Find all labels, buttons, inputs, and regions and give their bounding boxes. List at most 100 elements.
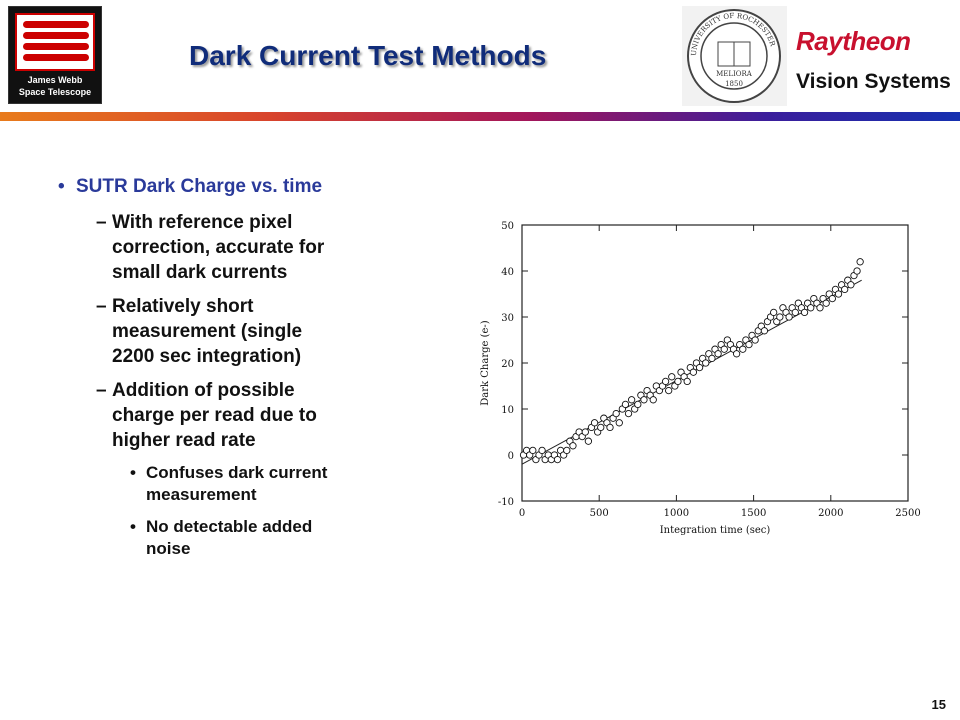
data-point (745, 340, 753, 349)
data-point (590, 419, 599, 427)
x-tick-label: 500 (590, 508, 609, 519)
y-tick-label: 40 (501, 267, 514, 278)
jwst-logo-line2: Space Telescope (18, 87, 92, 97)
data-point (538, 446, 546, 455)
data-point (770, 308, 778, 317)
sub-bullet: – With reference pixel correction, accur… (58, 210, 398, 285)
data-point (720, 345, 728, 353)
jwst-logo-line1: James Webb (27, 75, 83, 85)
y-tick-label: 10 (501, 405, 514, 416)
sub-bullet-line: Addition of possible (112, 380, 295, 401)
data-point (627, 396, 636, 404)
plot-border (521, 224, 909, 502)
data-point (615, 419, 623, 427)
data-point (760, 327, 769, 335)
x-tick-label: 0 (519, 508, 525, 519)
data-point (661, 377, 670, 386)
sub-sub-bullet-line: Confuses dark current (146, 463, 328, 482)
dash-marker: – (96, 212, 107, 233)
data-point (640, 396, 648, 404)
data-point (853, 267, 861, 275)
data-point (624, 409, 633, 418)
y-tick-label: 20 (501, 359, 514, 370)
sub-sub-bullet: • Confuses dark current measurement (58, 462, 398, 506)
y-axis-label: Dark Charge (e-) (480, 320, 491, 406)
data-point (689, 368, 698, 376)
sub-bullet: – Relatively short measurement (single 2… (58, 294, 398, 369)
y-tick-label: -10 (498, 497, 514, 508)
data-points (519, 258, 864, 464)
data-point (563, 446, 571, 455)
page-number: 15 (931, 697, 946, 712)
data-point (828, 294, 836, 303)
y-tick-label: 30 (501, 313, 514, 324)
university-seal: UNIVERSITY OF ROCHESTER MELIORA 1850 (682, 6, 787, 106)
jwst-logo: James Webb Space Telescope (8, 6, 102, 104)
data-point (695, 363, 704, 372)
data-point (822, 299, 830, 307)
data-point (621, 400, 630, 409)
sub-sub-bullet-line: No detectable added (146, 517, 313, 536)
sub-bullet-line: higher read rate (112, 430, 256, 451)
bullet-list: SUTR Dark Charge vs. time – With referen… (58, 176, 398, 570)
x-tick-label: 2000 (818, 508, 843, 519)
sub-bullet-line: Relatively short (112, 296, 254, 317)
data-point (606, 423, 614, 432)
sub-bullet-line: measurement (single (112, 321, 303, 342)
data-point (553, 455, 562, 464)
data-point (841, 285, 849, 294)
bullet-marker: • (130, 517, 136, 536)
data-point (702, 359, 710, 367)
dash-marker: – (96, 380, 107, 401)
x-axis: 0 500 1000 1500 2000 2500 (519, 225, 921, 519)
data-point (668, 373, 676, 381)
sub-bullet-line: small dark currents (112, 262, 288, 283)
sub-bullet-line: 2200 sec integration) (112, 346, 302, 367)
plot-frame (521, 224, 909, 502)
dark-charge-scatter-chart: -10 0 10 20 30 40 50 0 500 1000 1500 2000 2500 Inte… (480, 221, 921, 536)
raytheon-logo: Raytheon (796, 26, 911, 56)
data-point (634, 400, 642, 409)
data-point (665, 386, 673, 395)
data-point (847, 281, 855, 289)
data-point (791, 308, 799, 317)
bullet-marker: • (130, 463, 136, 482)
data-point (800, 308, 809, 317)
vision-systems-label: Vision Systems (796, 70, 951, 93)
data-point (597, 423, 605, 432)
jwst-logo-mark (15, 13, 95, 71)
data-point (834, 290, 843, 298)
data-point (649, 396, 657, 404)
data-point (674, 377, 682, 386)
sub-bullet-line: correction, accurate for (112, 237, 325, 258)
sub-sub-bullet: • No detectable added noise (58, 516, 398, 560)
data-point (816, 304, 824, 312)
data-point (732, 350, 741, 358)
data-point (683, 377, 691, 386)
data-point (751, 336, 759, 344)
data-point (708, 354, 716, 363)
seal-year: 1850 (725, 80, 743, 88)
data-point (776, 313, 784, 321)
x-tick-label: 2500 (895, 508, 920, 519)
data-point (856, 258, 864, 266)
sub-sub-bullet-line: noise (146, 539, 191, 558)
sub-sub-bullet-line: measurement (146, 485, 257, 504)
y-tick-label: 50 (501, 221, 514, 232)
page-title: Dark Current Test Methods (189, 40, 547, 71)
data-point (612, 409, 620, 418)
data-point (785, 313, 793, 321)
header-divider-bar (0, 112, 960, 121)
x-tick-label: 1000 (664, 508, 689, 519)
sub-bullet-line: charge per read due to (112, 405, 317, 426)
data-point (529, 446, 537, 455)
x-axis-label: Integration time (sec) (660, 525, 771, 536)
y-axis: -10 0 10 20 30 40 50 (498, 221, 908, 508)
data-point (807, 304, 815, 312)
data-point (569, 442, 577, 450)
data-point (584, 437, 593, 445)
y-tick-label: 0 (508, 451, 514, 462)
x-tick-label: 1500 (741, 508, 766, 519)
data-point (581, 428, 589, 436)
bullet-main: SUTR Dark Charge vs. time (58, 176, 398, 198)
